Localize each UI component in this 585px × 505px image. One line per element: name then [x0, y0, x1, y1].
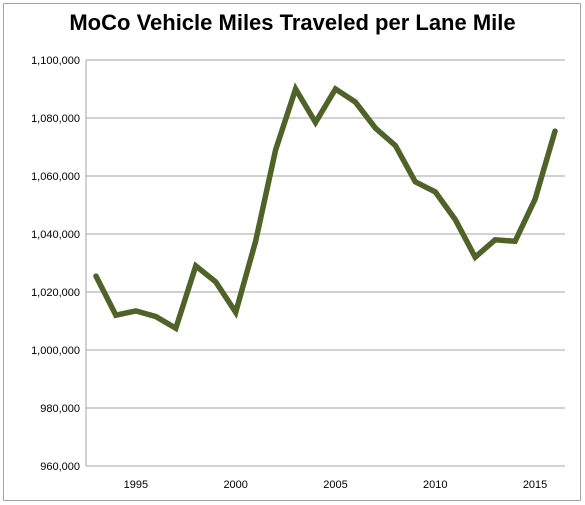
x-tick-label-3: 2010: [423, 479, 447, 491]
y-tick-label-3: 1,020,000: [31, 287, 80, 299]
chart-title: MoCo Vehicle Miles Traveled per Lane Mil…: [69, 10, 516, 35]
x-tick-label-1: 2000: [223, 479, 247, 491]
x-tick-label-4: 2015: [523, 479, 547, 491]
y-tick-label-2: 1,000,000: [31, 345, 80, 357]
y-tick-label-5: 1,060,000: [31, 171, 80, 183]
y-tick-label-1: 980,000: [40, 403, 80, 415]
y-tick-label-6: 1,080,000: [31, 113, 80, 125]
y-tick-label-0: 960,000: [40, 461, 80, 473]
x-tick-label-0: 1995: [124, 479, 148, 491]
y-tick-label-7: 1,100,000: [31, 55, 80, 67]
x-tick-label-2: 2005: [323, 479, 347, 491]
series-line-0: [93, 82, 558, 333]
y-tick-label-4: 1,040,000: [31, 229, 80, 241]
